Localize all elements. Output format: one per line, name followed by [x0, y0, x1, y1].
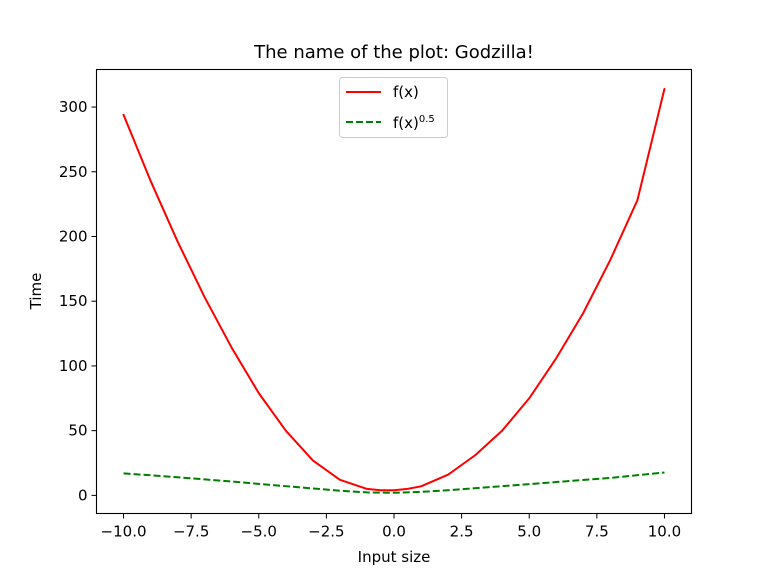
y-tick-label-250: 250: [59, 163, 88, 181]
legend-label-fx-sqrt: f(x)0.5: [393, 114, 435, 132]
x-tick-label-10-0: −10.0: [101, 523, 147, 541]
legend-label-fx-sqrt-base: f(x): [393, 114, 419, 132]
x-tick-label-5-0: −5.0: [241, 523, 277, 541]
y-tick-label-200: 200: [59, 227, 88, 245]
x-tick-label-10-0: 10.0: [648, 523, 681, 541]
y-axis-label: Time: [27, 273, 45, 311]
chart-title: The name of the plot: Godzilla!: [253, 42, 534, 63]
y-axis: 0 50 100 150 200 250 300: [59, 98, 97, 504]
plot-series-layer: [122, 87, 666, 494]
y-tick-label-0: 0: [78, 486, 88, 504]
x-tick-label-7-5: 7.5: [585, 523, 609, 541]
x-tick-label-5-0: 5.0: [517, 523, 541, 541]
series-line-fx-sqrt: [123, 471, 665, 494]
series-line-fx: [122, 87, 666, 492]
x-tick-label-2-5: 2.5: [450, 523, 474, 541]
x-tick-label-2-5: −2.5: [308, 523, 344, 541]
y-tick-label-300: 300: [59, 98, 88, 116]
x-axis-label: Input size: [358, 548, 431, 566]
y-tick-label-50: 50: [68, 422, 87, 440]
legend: f(x) f(x)0.5: [339, 77, 448, 138]
x-axis: −10.0 −7.5 −5.0 −2.5 0.0 2.5 5.0 7.5 10.0: [101, 513, 681, 541]
y-tick-label-100: 100: [59, 357, 88, 375]
legend-label-fx-sqrt-exponent: 0.5: [419, 114, 435, 125]
legend-label-fx: f(x): [393, 83, 419, 101]
x-tick-label-7-5: −7.5: [173, 523, 209, 541]
x-tick-label-0-0: 0.0: [382, 523, 406, 541]
y-tick-label-150: 150: [59, 292, 88, 310]
